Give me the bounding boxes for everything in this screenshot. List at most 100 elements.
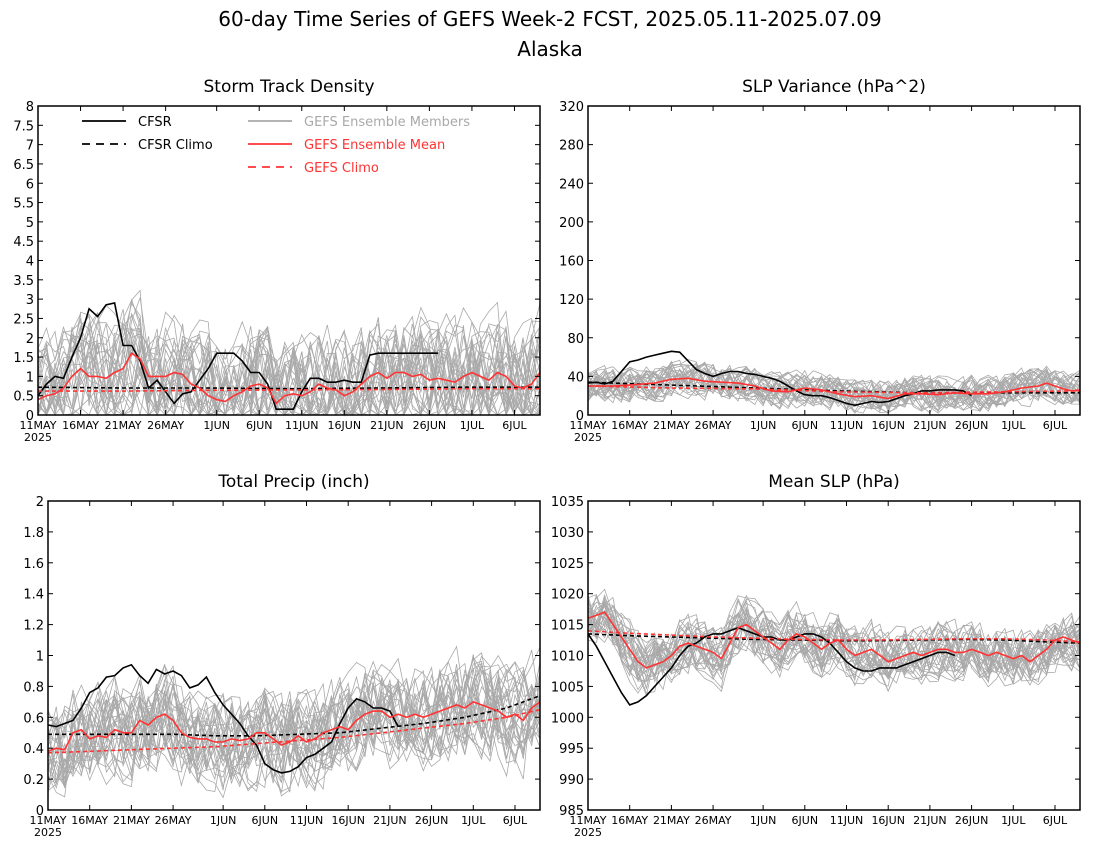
x-tick-label: 11JUN [290, 814, 324, 827]
y-tick-label: 0 [26, 409, 34, 424]
panels-group: Storm Track Density 0 0.5 1 1.5 2 2.5 3 3.5 4 4.5 5… [13, 77, 1081, 839]
ensemble-member-line [587, 367, 1081, 409]
cfsr-line [47, 663, 399, 774]
legend-label: CFSR Climo [138, 138, 213, 153]
y-tick-label: 3 [26, 293, 34, 308]
ensemble-member-line [587, 362, 1081, 413]
gefs-ensemble-mean-line [588, 377, 1081, 400]
panel-1: Storm Track Density 0 0.5 1 1.5 2 2.5 3 3.5 4 4.5 5… [13, 77, 541, 444]
x-tick-label: 16MAY [62, 419, 99, 432]
y-tick-label: 985 [559, 804, 584, 819]
x-tick-label: 16JUN [871, 419, 905, 432]
panel-4: Mean SLP (hPa) 985 990 995 1000 1005 1010 1015 1… [551, 472, 1081, 839]
y-tick-label: 2 [36, 495, 44, 510]
ensemble-member-line [47, 664, 541, 792]
ensemble-member-line [37, 312, 541, 416]
y-tick-label: 1020 [551, 588, 584, 603]
x-tick-label: 21MAY [653, 419, 690, 432]
ensemble-member-line [37, 299, 541, 417]
y-tick-label: 1.4 [23, 588, 44, 603]
cfsr-line [37, 302, 438, 411]
legend-label: GEFS Ensemble Mean [304, 138, 445, 153]
ensemble-member-line [587, 609, 1081, 677]
ensemble-member-line [37, 327, 541, 417]
ensemble-member-line [37, 322, 541, 417]
cfsr-line [587, 350, 973, 407]
gefs-ensemble-mean-line [37, 352, 541, 405]
y-tick-label: 8 [26, 100, 34, 115]
x-tick-label: 1JUL [1001, 419, 1026, 432]
x-tick-label: 26MAY [155, 814, 192, 827]
y-tick-label: 120 [559, 293, 584, 308]
ensemble-member-line [587, 609, 1081, 680]
gefs-ensemble-mean-line [587, 611, 1081, 669]
y-tick-label: 1.6 [23, 557, 44, 572]
gefs-ensemble-mean-line [47, 701, 541, 753]
x-tick-label: 26JUN [955, 814, 989, 827]
y-tick-label: 6.5 [13, 158, 34, 173]
ensemble-member-line [37, 326, 541, 417]
y-tick-label: 320 [559, 100, 584, 115]
y-tick-label: 1035 [551, 495, 584, 510]
y-tick-label: 7.5 [13, 119, 34, 134]
ensemble-member-line [37, 304, 541, 416]
y-tick-label: 990 [559, 773, 584, 788]
y-tick-label: 0.6 [23, 711, 44, 726]
x-tick-label: 6JUL [1043, 419, 1068, 432]
y-tick-label: 1.5 [13, 351, 34, 366]
y-tick-label: 1000 [551, 711, 584, 726]
cfsr-line [587, 626, 956, 706]
x-year-label: 2025 [34, 826, 62, 839]
x-tick-label: 11JUN [285, 419, 319, 432]
x-tick-label: 1JUL [461, 814, 486, 827]
ensemble-member-line [47, 657, 541, 784]
x-tick-label: 26JUN [413, 419, 447, 432]
panel-title: Storm Track Density [203, 77, 374, 97]
ensemble-member-line [37, 289, 541, 417]
y-tick-label: 1025 [551, 557, 584, 572]
x-tick-label: 6JUN [246, 419, 273, 432]
x-tick-label: 6JUL [502, 419, 527, 432]
x-tick-label: 6JUN [792, 419, 819, 432]
ensemble-member-line [587, 615, 1081, 679]
x-tick-label: 11JUN [830, 419, 864, 432]
x-tick-label: 11MAY [570, 419, 607, 432]
legend-label: GEFS Climo [304, 161, 379, 176]
x-tick-label: 21MAY [113, 814, 150, 827]
x-tick-label: 21JUN [373, 814, 407, 827]
y-tick-label: 6 [26, 177, 34, 192]
x-tick-label: 16MAY [71, 814, 108, 827]
y-tick-label: 4 [26, 255, 34, 270]
y-tick-label: 240 [559, 177, 584, 192]
x-tick-label: 1JUN [750, 814, 777, 827]
ensemble-member-line [47, 668, 541, 788]
ensemble-member-line [47, 668, 541, 793]
y-tick-label: 4.5 [13, 235, 34, 250]
x-tick-label: 6JUN [252, 814, 279, 827]
y-tick-label: 3.5 [13, 274, 34, 289]
x-tick-label: 21JUN [913, 419, 947, 432]
figure-subtitle: Alaska [517, 37, 582, 61]
y-tick-label: 2.5 [13, 312, 34, 327]
ensemble-member-line [587, 604, 1081, 677]
x-tick-label: 21JUN [913, 814, 947, 827]
y-tick-label: 0 [36, 804, 44, 819]
legend-label: CFSR [138, 115, 172, 130]
ensemble-member-line [587, 593, 1081, 680]
x-tick-label: 26MAY [695, 419, 732, 432]
cfsr-climo-line [37, 386, 540, 390]
y-tick-label: 0.2 [23, 773, 44, 788]
gefs-climo-line [38, 387, 540, 392]
x-year-label: 2025 [574, 431, 602, 444]
y-tick-label: 0.4 [23, 742, 44, 757]
y-tick-label: 40 [567, 370, 584, 385]
x-tick-label: 1JUN [750, 419, 777, 432]
y-tick-label: 280 [559, 139, 584, 154]
ensemble-member-line [47, 655, 541, 792]
y-tick-label: 2 [26, 332, 34, 347]
panel-title: Total Precip (inch) [217, 472, 369, 492]
y-tick-label: 995 [559, 742, 584, 757]
x-tick-label: 11MAY [20, 419, 57, 432]
x-tick-label: 21MAY [105, 419, 142, 432]
